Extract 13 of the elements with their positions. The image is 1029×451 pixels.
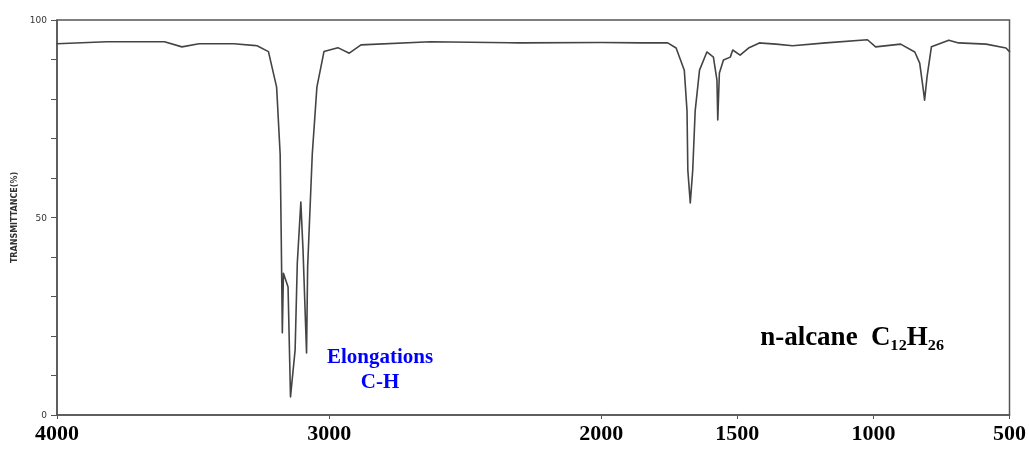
x-tick-label: 1500: [715, 419, 760, 445]
y-tick-label: 100: [29, 15, 48, 25]
x-tick-label: 1000: [851, 419, 896, 445]
x-tick-label: 2000: [579, 419, 624, 445]
x-tick-label: 500: [993, 419, 1026, 445]
annotation: Elongations C-H: [326, 343, 434, 393]
y-tick-label: 0: [41, 410, 48, 420]
y-axis-title: TRANSMITTANCE(%): [10, 171, 20, 264]
y-tick-label: 50: [35, 212, 48, 223]
line-series: [56, 38, 1011, 398]
x-tick-label: 4000: [35, 419, 79, 445]
x-tick-label: 3000: [307, 419, 352, 445]
annotation: n-alcane C₁₂H₂₆: [760, 320, 944, 351]
